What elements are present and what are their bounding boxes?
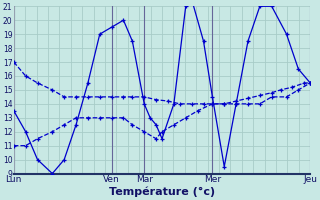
X-axis label: Température (°c): Température (°c): [109, 187, 215, 197]
